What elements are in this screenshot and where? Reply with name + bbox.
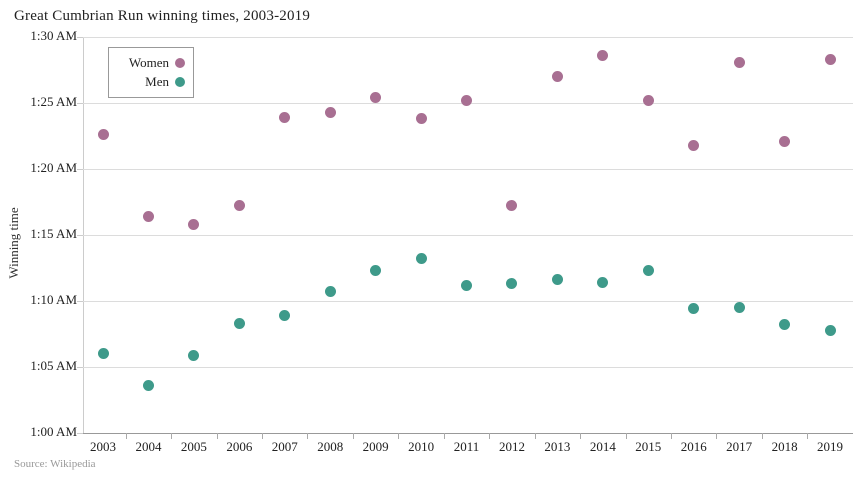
source-attribution: Source: Wikipedia (14, 458, 96, 470)
x-axis-tick (307, 433, 309, 439)
x-tick-label: 2018 (771, 439, 798, 454)
legend-item-men: Men (117, 72, 185, 91)
data-point-men-2004 (142, 379, 154, 391)
data-point-men-2019 (824, 324, 836, 336)
data-point-men-2011 (461, 279, 472, 291)
data-point-women-2014 (597, 49, 609, 61)
x-axis-tick (171, 433, 173, 439)
data-point-men-2013 (551, 274, 563, 286)
x-tick-label: 2004 (135, 439, 162, 454)
legend-item-women: Women (117, 53, 185, 72)
data-point-men-2009 (370, 265, 382, 277)
x-tick-label: 2013 (544, 439, 571, 454)
x-tick-label: 2019 (817, 439, 843, 454)
data-point-men-2007 (279, 310, 291, 322)
data-point-women-2009 (370, 92, 382, 104)
x-axis-tick (398, 433, 400, 439)
data-point-men-2010 (415, 253, 427, 265)
x-tick-label: 2006 (226, 439, 253, 454)
x-axis-tick (216, 433, 218, 439)
y-axis-tick (77, 433, 83, 434)
y-axis-tick (77, 103, 83, 104)
legend-label-women: Women (128, 55, 169, 70)
x-axis-tick (262, 433, 264, 439)
data-point-men-2006 (233, 317, 245, 329)
data-point-women-2017 (733, 56, 745, 68)
y-axis-tick (77, 301, 83, 302)
x-axis-tick (807, 433, 809, 439)
data-point-women-2004 (142, 211, 154, 223)
data-point-women-2005 (188, 218, 200, 230)
x-axis-tick (625, 433, 627, 439)
x-axis-tick (125, 433, 127, 439)
data-point-women-2019 (824, 53, 836, 65)
data-point-men-2012 (506, 278, 518, 290)
data-point-women-2011 (461, 94, 472, 106)
women-swatch-icon (175, 57, 185, 68)
data-point-women-2006 (233, 200, 245, 212)
data-point-women-2018 (779, 135, 791, 147)
x-tick-label: 2012 (498, 439, 525, 454)
x-tick-label: 2010 (408, 439, 435, 454)
x-tick-label: 2007 (271, 439, 298, 454)
x-axis-tick (716, 433, 718, 439)
data-point-women-2015 (642, 94, 654, 106)
legend: Women Men (108, 47, 194, 98)
x-axis-tick (534, 433, 536, 439)
y-axis-tick (77, 235, 83, 236)
x-axis-tick (443, 433, 445, 439)
data-point-men-2005 (188, 349, 200, 361)
plot-area (77, 37, 853, 439)
data-point-men-2018 (779, 319, 791, 331)
data-point-men-2017 (733, 302, 745, 314)
data-point-women-2012 (506, 200, 518, 212)
x-axis-tick (489, 433, 491, 439)
data-point-men-2014 (597, 277, 609, 289)
x-tick-label: 2003 (90, 439, 116, 454)
data-point-men-2016 (688, 303, 700, 315)
data-point-women-2013 (551, 71, 563, 83)
x-axis-tick (352, 433, 354, 439)
data-point-women-2003 (97, 129, 109, 141)
data-point-men-2015 (642, 265, 654, 277)
legend-label-men: Men (145, 74, 169, 89)
chart-title: Great Cumbrian Run winning times, 2003-2… (14, 8, 311, 24)
y-tick-label: 1:25 AM (30, 94, 77, 109)
x-tick-label: 2005 (180, 439, 207, 454)
y-tick-label: 1:30 AM (30, 28, 77, 43)
y-tick-label: 1:10 AM (30, 292, 77, 307)
x-tick-label: 2017 (726, 439, 753, 454)
x-axis-tick (670, 433, 672, 439)
y-axis-tick (77, 169, 83, 170)
x-tick-label: 2014 (589, 439, 616, 454)
data-point-women-2010 (415, 113, 427, 125)
x-axis-tick (580, 433, 582, 439)
y-tick-label: 1:05 AM (30, 358, 77, 373)
y-tick-label: 1:15 AM (30, 226, 77, 241)
y-tick-label: 1:20 AM (30, 160, 77, 175)
x-tick-label: 2009 (362, 439, 389, 454)
y-axis-tick (77, 37, 83, 38)
gridline (83, 367, 853, 368)
gridline (83, 433, 853, 434)
data-point-men-2003 (97, 348, 109, 360)
data-point-women-2008 (324, 106, 336, 118)
data-point-women-2016 (688, 139, 700, 151)
gridline (83, 169, 853, 170)
x-tick-label: 2015 (635, 439, 662, 454)
gridline (83, 235, 853, 236)
data-point-women-2007 (279, 112, 291, 124)
y-axis-title: Winning time (6, 207, 21, 279)
x-tick-label: 2011 (453, 439, 480, 454)
x-tick-label: 2016 (680, 439, 707, 454)
y-axis-tick (77, 367, 83, 368)
data-point-men-2008 (324, 286, 336, 298)
x-tick-label: 2008 (317, 439, 344, 454)
gridline (83, 37, 853, 38)
y-tick-label: 1:00 AM (30, 424, 77, 439)
men-swatch-icon (175, 76, 185, 87)
x-axis-tick (761, 433, 763, 439)
gridline (83, 301, 853, 302)
